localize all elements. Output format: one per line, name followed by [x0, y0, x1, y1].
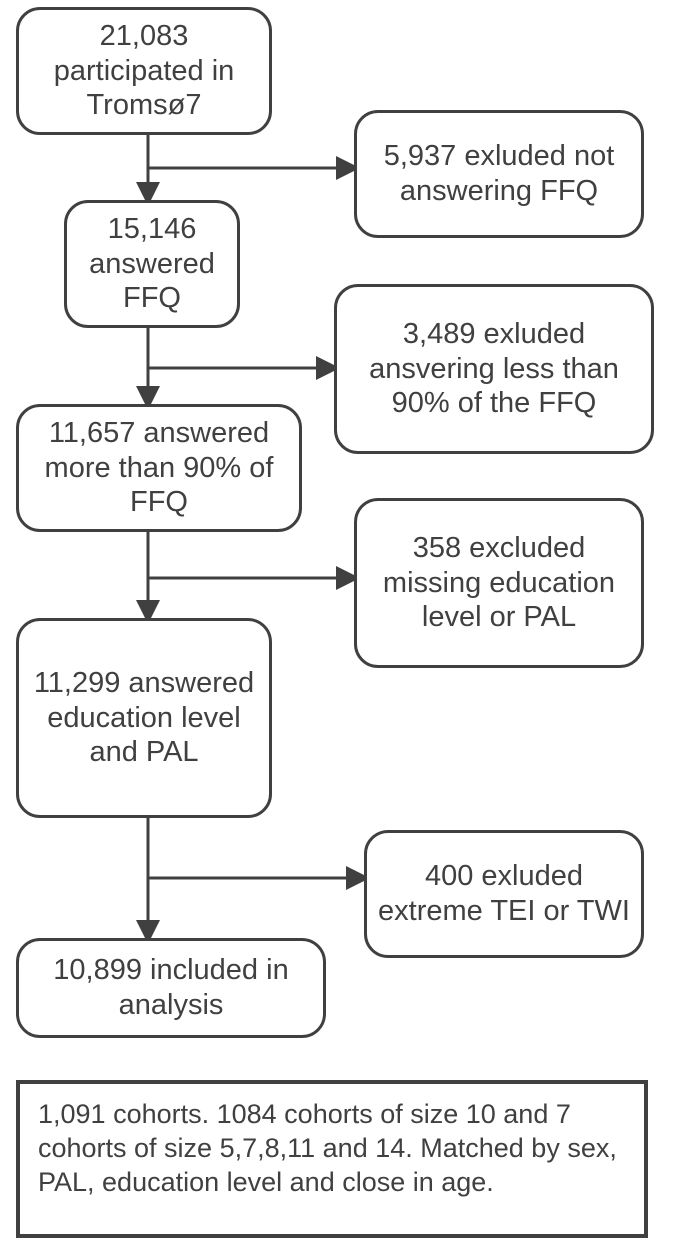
node-text: 5,937 exluded not answering FFQ [367, 139, 631, 209]
node-text: 400 exluded extreme TEI or TWI [377, 859, 631, 929]
node-text: 15,146 answered FFQ [77, 212, 227, 316]
node-answered-ffq: 15,146 answered FFQ [64, 200, 240, 328]
node-included: 10,899 included in analysis [16, 938, 326, 1038]
node-text: 11,299 answered education level and PAL [29, 666, 259, 770]
node-excluded-education: 358 excluded missing education level or … [354, 498, 644, 668]
node-excluded-not-answering: 5,937 exluded not answering FFQ [354, 110, 644, 238]
node-text: 11,657 answered more than 90% of FFQ [29, 416, 289, 520]
node-answered-90: 11,657 answered more than 90% of FFQ [16, 404, 302, 532]
node-answered-education: 11,299 answered education level and PAL [16, 618, 272, 818]
node-excluded-less-90: 3,489 exluded ansvering less than 90% of… [334, 284, 654, 454]
node-text: 3,489 exluded ansvering less than 90% of… [347, 317, 641, 421]
node-participated: 21,083 participated in Tromsø7 [16, 7, 272, 135]
node-excluded-tei: 400 exluded extreme TEI or TWI [364, 830, 644, 958]
node-text: 21,083 participated in Tromsø7 [29, 19, 259, 123]
caption-text: 1,091 cohorts. 1084 cohorts of size 10 a… [38, 1099, 617, 1197]
caption-box: 1,091 cohorts. 1084 cohorts of size 10 a… [16, 1080, 648, 1238]
node-text: 10,899 included in analysis [29, 953, 313, 1023]
node-text: 358 excluded missing education level or … [367, 531, 631, 635]
